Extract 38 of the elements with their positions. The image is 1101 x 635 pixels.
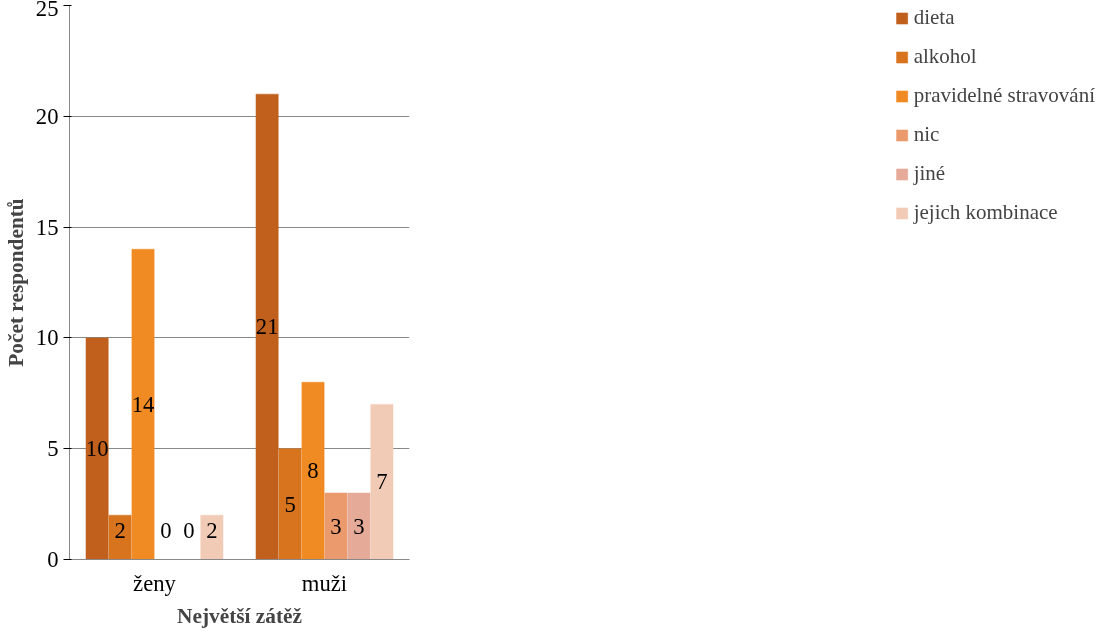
data-label: 21 (255, 314, 279, 340)
data-label: 0 (183, 518, 195, 544)
y-tick-label: 10 (35, 325, 59, 351)
y-tick-label: 15 (35, 214, 59, 240)
data-label: 14 (131, 391, 155, 417)
x-axis-title: Největší zátěž (177, 603, 302, 628)
data-label: 10 (85, 436, 109, 462)
legend-label: nic (913, 122, 940, 147)
data-label: 3 (353, 513, 365, 539)
y-tick-label: 0 (47, 547, 59, 572)
y-tick-label: 20 (35, 103, 59, 129)
bar (301, 381, 325, 560)
x-tick-label: muži (301, 570, 348, 596)
legend-label: jiné (913, 161, 946, 186)
data-label: 3 (330, 513, 342, 539)
legend-label: jejich kombinace (913, 200, 1058, 225)
data-label: 0 (160, 518, 172, 544)
y-tick-label: 5 (47, 436, 59, 462)
bar (255, 93, 279, 560)
data-label: 7 (376, 469, 388, 495)
bar (370, 404, 394, 560)
bar (324, 492, 348, 560)
bar (108, 514, 132, 560)
bar (347, 492, 371, 560)
y-tick-label: 25 (35, 0, 59, 21)
bar (131, 249, 155, 560)
x-tick-label: ženy (133, 570, 177, 596)
y-axis-title: Počet respondentů (3, 198, 28, 367)
legend-label: dieta (913, 5, 955, 30)
bar (278, 448, 302, 560)
legend-label: alkohol (913, 44, 977, 69)
bar (200, 514, 224, 560)
data-label: 8 (307, 458, 319, 484)
legend-label: pravidelné stravování (913, 83, 1095, 108)
bar (85, 337, 109, 560)
data-label: 2 (114, 518, 126, 544)
data-label: 2 (206, 518, 218, 544)
data-label: 5 (284, 491, 296, 517)
